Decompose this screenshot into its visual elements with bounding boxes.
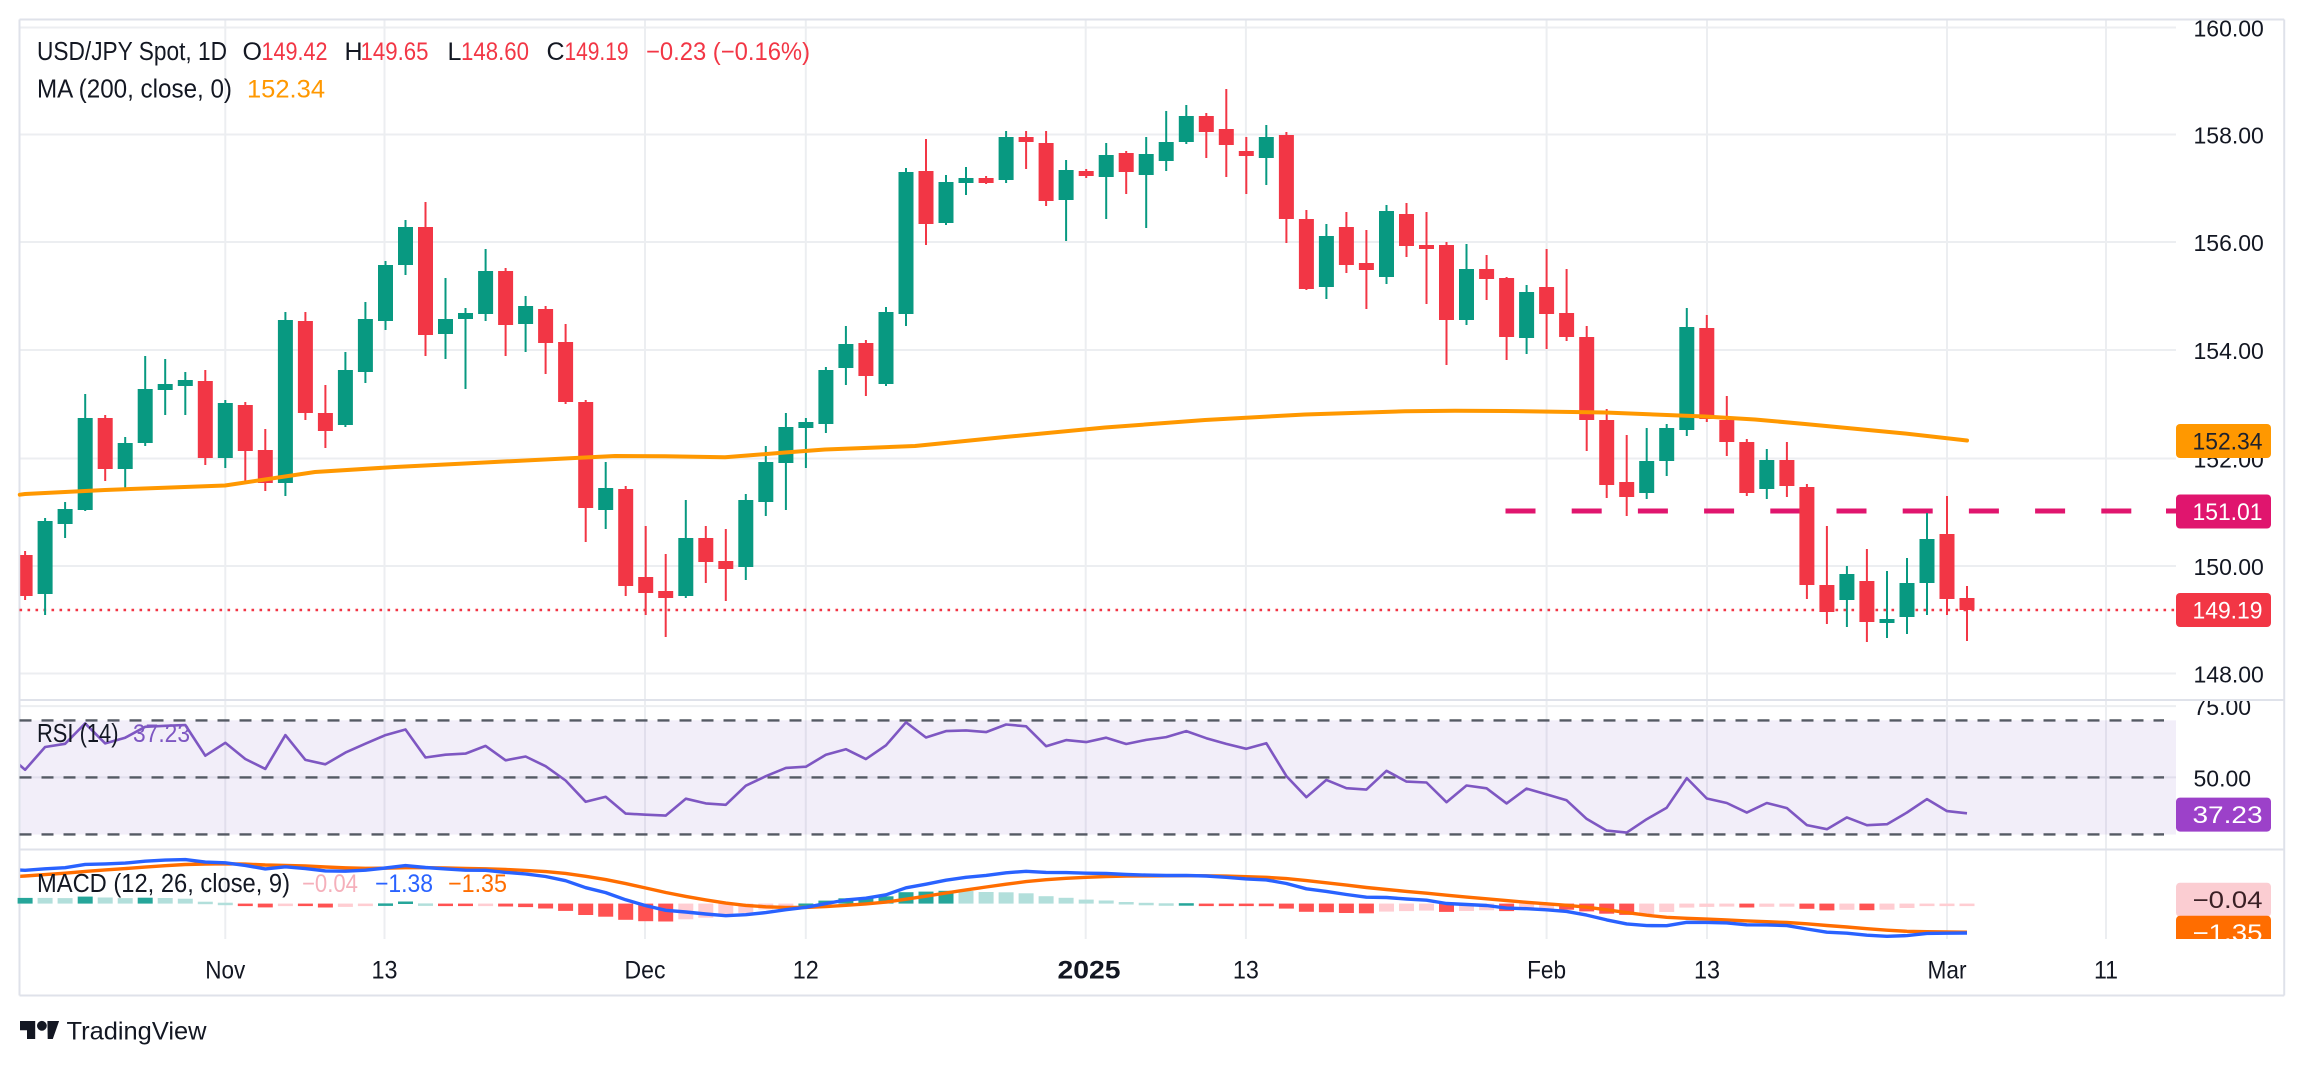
svg-text:37.23: 37.23 xyxy=(133,720,190,748)
svg-text:148.60: 148.60 xyxy=(461,38,529,66)
svg-text:USD/JPY Spot, 1D: USD/JPY Spot, 1D xyxy=(37,38,227,66)
svg-text:Mar: Mar xyxy=(1928,957,1967,985)
svg-text:148.00: 148.00 xyxy=(2194,662,2264,688)
svg-text:Feb: Feb xyxy=(1527,957,1566,985)
svg-text:−0.23 (−0.16%): −0.23 (−0.16%) xyxy=(646,38,810,66)
svg-text:−1.38: −1.38 xyxy=(375,870,433,898)
svg-text:149.65: 149.65 xyxy=(361,38,429,66)
svg-text:MACD (12, 26, close, 9): MACD (12, 26, close, 9) xyxy=(37,870,290,898)
svg-text:149.19: 149.19 xyxy=(565,38,629,66)
svg-text:152.34: 152.34 xyxy=(247,76,325,104)
svg-text:−1.35: −1.35 xyxy=(2193,920,2263,947)
svg-text:37.23: 37.23 xyxy=(2193,802,2263,829)
svg-text:13: 13 xyxy=(372,957,398,985)
svg-text:Dec: Dec xyxy=(625,957,666,985)
svg-text:149.42: 149.42 xyxy=(262,38,328,66)
svg-text:11: 11 xyxy=(2094,957,2118,985)
svg-text:160.00: 160.00 xyxy=(2194,16,2264,42)
svg-text:12: 12 xyxy=(793,957,819,985)
svg-text:13: 13 xyxy=(1694,957,1720,985)
svg-text:151.01: 151.01 xyxy=(2193,499,2263,526)
svg-text:RSI (14): RSI (14) xyxy=(37,720,119,748)
svg-text:O: O xyxy=(243,38,262,66)
svg-text:MA (200, close, 0): MA (200, close, 0) xyxy=(37,76,232,104)
svg-text:154.00: 154.00 xyxy=(2194,338,2264,364)
svg-text:2025: 2025 xyxy=(1058,957,1121,985)
svg-text:156.00: 156.00 xyxy=(2194,230,2264,256)
svg-text:TradingView: TradingView xyxy=(67,1018,208,1046)
svg-text:H: H xyxy=(345,38,363,66)
svg-text:L: L xyxy=(448,38,462,66)
svg-text:13: 13 xyxy=(1233,957,1259,985)
svg-text:75.00: 75.00 xyxy=(2194,694,2252,720)
svg-text:−0.04: −0.04 xyxy=(302,870,358,898)
svg-text:158.00: 158.00 xyxy=(2194,123,2264,149)
svg-text:−0.04: −0.04 xyxy=(2193,887,2263,914)
svg-text:50.00: 50.00 xyxy=(2194,765,2252,791)
svg-text:−1.35: −1.35 xyxy=(448,870,507,898)
svg-text:C: C xyxy=(547,38,565,66)
svg-text:Nov: Nov xyxy=(205,957,245,985)
svg-text:152.34: 152.34 xyxy=(2193,429,2263,456)
svg-text:149.19: 149.19 xyxy=(2193,598,2263,625)
svg-text:150.00: 150.00 xyxy=(2194,554,2264,580)
